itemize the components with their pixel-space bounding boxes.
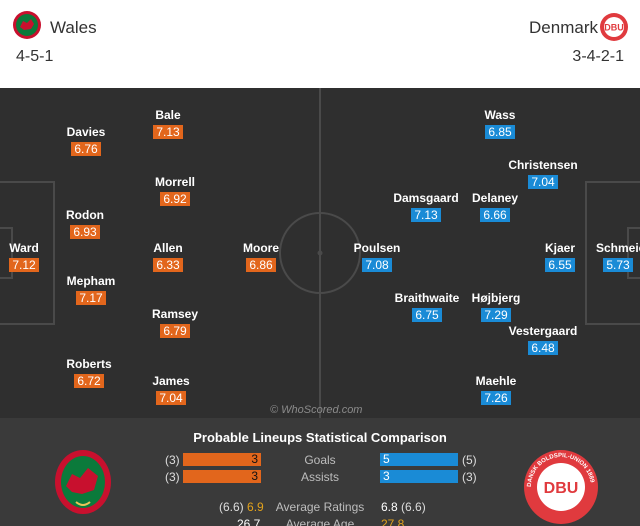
home-goals-bar: 3: [183, 453, 261, 466]
player-ward[interactable]: Ward 7.12: [9, 241, 39, 272]
player-christensen[interactable]: Christensen 7.04: [508, 158, 578, 189]
denmark-large-crest-text: DBU: [544, 480, 579, 497]
home-team-name[interactable]: Wales: [50, 18, 97, 37]
player-davies[interactable]: Davies 6.76: [66, 125, 106, 156]
stat-row-goals: (3) 3 Goals 5 (5): [0, 453, 640, 469]
watermark: © WhoScored.com: [270, 404, 363, 416]
home-goals-season: (3): [165, 453, 180, 467]
home-avg-rating: (6.6) 6.9: [219, 500, 264, 514]
player-morrell[interactable]: Morrell 6.92: [154, 175, 195, 206]
comparison-title: Probable Lineups Statistical Comparison: [193, 430, 447, 445]
match-header: Wales 4-5-1 Denmark 3-4-2-1 DBU: [0, 0, 640, 88]
stat-row-avg-age: 26.7 Average Age 27.8: [0, 517, 640, 526]
home-formation: 4-5-1: [16, 48, 54, 65]
player-ramsey[interactable]: Ramsey 6.79: [151, 307, 199, 338]
home-assists-season: (3): [165, 470, 180, 484]
goals-label: Goals: [304, 453, 336, 467]
player-braithwaite[interactable]: Braithwaite 6.75: [394, 291, 460, 322]
wales-large-crest-icon: [55, 450, 111, 514]
player-kjaer[interactable]: Kjaer 6.55: [544, 241, 576, 272]
assists-label: Assists: [300, 470, 339, 484]
player-mepham[interactable]: Mepham 7.17: [66, 274, 116, 305]
player-hojbjerg[interactable]: Højbjerg 7.29: [471, 291, 521, 322]
player-maehle[interactable]: Maehle 7.26: [475, 374, 517, 405]
stat-row-avg-ratings: (6.6) 6.9 Average Ratings 6.8 (6.6): [0, 500, 640, 516]
player-roberts[interactable]: Roberts 6.72: [66, 357, 112, 388]
away-avg-rating: 6.8 (6.6): [381, 500, 426, 514]
player-moore[interactable]: Moore 6.86: [243, 241, 279, 272]
lineup-comparison-panel: Probable Lineups Statistical Comparison …: [0, 418, 640, 526]
player-damsgaard[interactable]: Damsgaard 7.13: [393, 191, 459, 222]
player-poulsen[interactable]: Poulsen 7.08: [353, 241, 401, 272]
player-delaney[interactable]: Delaney 6.66: [471, 191, 519, 222]
wales-crest-icon: [13, 11, 41, 39]
away-goals-bar: 5: [380, 453, 458, 466]
player-allen[interactable]: Allen 6.33: [153, 241, 183, 272]
away-formation: 3-4-2-1: [572, 48, 624, 65]
avg-age-label: Average Age: [285, 517, 355, 526]
denmark-large-crest-icon: DANSK BOLDSPIL-UNION 1889 DBU: [524, 450, 598, 524]
pitch-lines: [0, 88, 640, 418]
denmark-crest-text: DBU: [604, 23, 624, 33]
home-assists-bar: 3: [183, 470, 261, 483]
pitch: Ward 7.12 Davies 6.76 Rodon 6.93 Mepham …: [0, 88, 640, 418]
away-assists-bar: 3: [380, 470, 458, 483]
away-goals-season: (5): [462, 453, 477, 467]
player-bale[interactable]: Bale 7.13: [153, 108, 183, 139]
away-team-name[interactable]: Denmark: [529, 18, 598, 37]
home-avg-age: 26.7: [237, 517, 261, 526]
avg-ratings-label: Average Ratings: [275, 500, 365, 514]
away-avg-age: 27.8: [381, 517, 405, 526]
player-vestergaard[interactable]: Vestergaard 6.48: [508, 324, 578, 355]
stat-row-assists: (3) 3 Assists 3 (3): [0, 470, 640, 486]
denmark-crest-icon: DBU: [600, 13, 628, 41]
player-james[interactable]: James 7.04: [152, 374, 190, 405]
away-assists-season: (3): [462, 470, 477, 484]
player-wass[interactable]: Wass 6.85: [484, 108, 516, 139]
player-rodon[interactable]: Rodon 6.93: [66, 208, 104, 239]
player-schmeichel[interactable]: Schmeichel 5.73: [596, 241, 640, 272]
